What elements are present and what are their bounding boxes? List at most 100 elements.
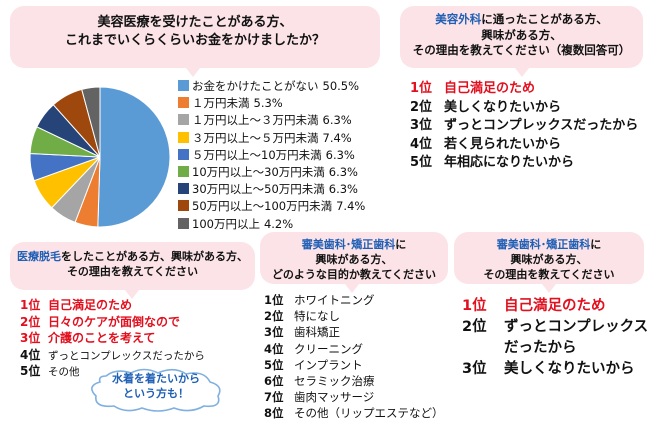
rank-text: 美しくなりたいから: [444, 99, 562, 115]
question-3-highlight: 医療脱毛: [17, 250, 61, 263]
rank-text: インプラント: [294, 357, 363, 372]
question-5-ranking: 1位 自己満足のため 2位 ずっとコンプレックス だったから 3位 美しくなりたいから: [462, 296, 648, 380]
legend-label: １万円未満: [192, 96, 250, 111]
question-2-ranking: 1位 自己満足のため 2位 美しくなりたいから 3位 ずっとコンプレックスだったから …: [410, 80, 638, 173]
question-3-line-1: 医療脱毛をしたことがある方、興味がある方、: [10, 250, 255, 265]
question-2-highlight: 美容外科: [435, 12, 482, 26]
rank-text: 自己満足のため: [504, 298, 606, 314]
question-5-highlight: 審美歯科･矯正歯科: [496, 238, 591, 251]
rank-text: 美しくなりたいから: [504, 361, 635, 377]
legend-item: 10万円以上～30万円未満 6.3%: [178, 164, 365, 181]
rank-number: 1位: [264, 293, 284, 307]
pie-legend: お金をかけたことがない 50.5% １万円未満 5.3% １万円以上～３万円未満 6.…: [178, 78, 365, 233]
rank-number: 1位: [462, 298, 487, 314]
rank-item: 3位 美しくなりたいから: [462, 359, 648, 380]
legend-label: 30万円以上～50万円未満: [192, 182, 325, 197]
rank-number: 5位: [410, 155, 433, 170]
rank-text: 自己満足のため: [48, 298, 133, 312]
rank-number: 8位: [264, 406, 284, 421]
legend-swatch-8: [178, 217, 189, 229]
speech-cloud-line-2: という方も！: [123, 386, 189, 400]
legend-value: 50.5%: [322, 79, 360, 93]
rank-item: 6位 セラミック治療: [264, 373, 444, 389]
question-3-bubble: 医療脱毛をしたことがある方、興味がある方、 その理由を教えてください: [10, 242, 255, 290]
speech-cloud-text: 水着を着たいから という方も！: [86, 372, 226, 402]
rank-number: 3位: [20, 331, 41, 345]
question-4-bubble-tail: [345, 284, 359, 293]
rank-item: 1位 自己満足のため: [462, 296, 648, 317]
speech-cloud-line-1: 水着を着たいから: [112, 372, 200, 385]
question-5-line-3: その理由を教えてください: [483, 267, 615, 281]
question-4-line-1-text: に: [395, 238, 407, 251]
legend-swatch-6: [178, 183, 189, 195]
rank-item: 1位 ホワイトニング: [264, 292, 444, 308]
rank-text: 介護のことを考えて: [48, 331, 156, 345]
rank-text: 年相応になりたいから: [444, 155, 575, 170]
pie-slice-0: [97, 86, 171, 228]
legend-label: ３万円以上～５万円未満: [192, 130, 319, 145]
question-2-line-2: 興味がある方、: [481, 27, 562, 42]
legend-item: ５万円以上～10万円未満 6.3%: [178, 147, 365, 164]
rank-number: 1位: [20, 298, 41, 312]
rank-text: 特になし: [294, 309, 340, 324]
legend-label: ５万円以上～10万円未満: [192, 147, 322, 162]
rank-item: 4位 クリーニング: [264, 341, 444, 357]
question-3-line-1-text: をしたことがある方、興味がある方、: [61, 250, 248, 263]
rank-number: 5位: [20, 364, 41, 378]
legend-swatch-7: [178, 200, 189, 212]
legend-value: 6.3%: [325, 147, 355, 162]
question-5-line-2: 興味がある方、: [510, 252, 588, 266]
question-4-line-1: 審美歯科･矯正歯科に: [260, 238, 448, 253]
legend-item: １万円未満 5.3%: [178, 95, 365, 112]
legend-item: お金をかけたことがない 50.5%: [178, 78, 365, 95]
rank-number: 3位: [462, 361, 487, 377]
rank-text: その他（リップエステなど）: [294, 406, 444, 421]
legend-label: 10万円以上～30万円未満: [192, 164, 325, 179]
legend-label: お金をかけたことがない: [192, 79, 319, 93]
legend-value: 7.4%: [322, 130, 352, 145]
legend-value: 6.3%: [328, 182, 358, 197]
legend-swatch-2: [178, 114, 189, 126]
legend-label: 50万円以上～100万円未満: [192, 199, 333, 214]
rank-item: 2位 ずっとコンプレックス: [462, 317, 648, 338]
rank-text: 若く見られたいから: [444, 136, 562, 152]
legend-swatch-4: [178, 148, 189, 160]
question-4-line-2: 興味がある方、: [315, 252, 393, 266]
question-1-line-1: 美容医療を受けたことがある方、: [97, 15, 293, 30]
legend-value: 4.2%: [263, 216, 294, 231]
legend-value: 5.3%: [253, 96, 283, 111]
legend-item: 100万円以上 4.2%: [178, 216, 365, 233]
legend-swatch-3: [178, 131, 189, 143]
pie-slice-8: [81, 86, 101, 158]
rank-number: 2位: [462, 319, 487, 335]
rank-item: 5位 インプラント: [264, 357, 444, 373]
legend-label: 100万円以上: [192, 216, 260, 231]
rank-number: 1位: [410, 81, 433, 96]
rank-text: ずっとコンプレックスだったから: [444, 118, 639, 133]
rank-number: 4位: [410, 136, 433, 152]
question-2-bubble: 美容外科に通ったことがある方、 興味がある方、 その理由を教えてください（複数回…: [400, 6, 643, 68]
rank-number: 5位: [264, 357, 284, 372]
rank-item: 5位 その他: [20, 363, 205, 380]
rank-item-continued: だったから: [462, 338, 648, 359]
question-5-bubble: 審美歯科･矯正歯科に 興味がある方、 その理由を教えてください: [454, 232, 644, 284]
question-3-line-2: その理由を教えてください: [66, 264, 199, 278]
rank-text: ずっとコンプレックスだったから: [48, 349, 205, 362]
rank-item: 1位 自己満足のため: [410, 80, 638, 99]
rank-text: 日々のケアが面倒なので: [48, 314, 181, 329]
rank-number: 3位: [410, 118, 433, 133]
rank-number: 3位: [264, 325, 284, 340]
question-3-bubble-tail: [125, 290, 139, 299]
question-2-line-1-text: に通ったことがある方、: [481, 12, 608, 26]
rank-item: 3位 介護のことを考えて: [20, 330, 205, 347]
rank-item: 2位 日々のケアが面倒なので: [20, 314, 205, 331]
rank-item: 3位 歯科矯正: [264, 324, 444, 340]
spending-pie-chart: [29, 86, 171, 228]
legend-swatch-0: [178, 80, 189, 91]
question-5-line-1: 審美歯科･矯正歯科に: [454, 238, 644, 253]
rank-number: 4位: [264, 341, 284, 356]
rank-item: 4位 若く見られたいから: [410, 136, 638, 155]
rank-text: 歯科矯正: [294, 325, 340, 340]
question-4-ranking: 1位 ホワイトニング 2位 特になし 3位 歯科矯正 4位 クリーニング 5位 インプラン…: [264, 292, 444, 422]
rank-number: 4位: [20, 347, 41, 362]
